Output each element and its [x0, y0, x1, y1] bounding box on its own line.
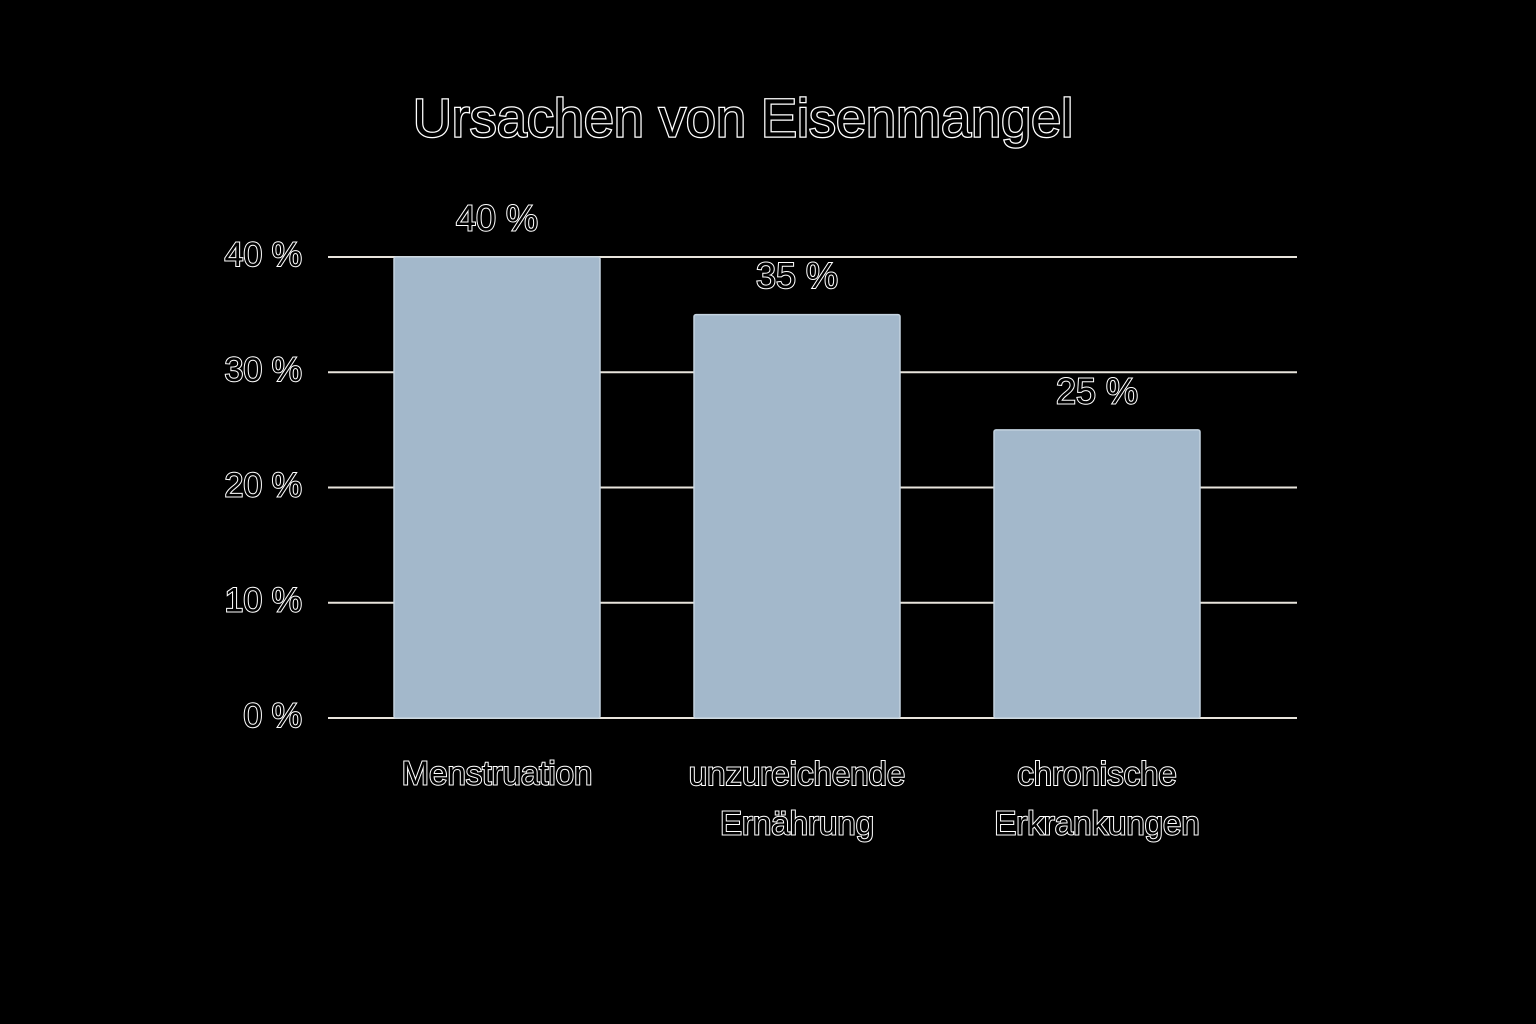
value-label: 35 % — [756, 255, 838, 296]
bar — [393, 256, 601, 719]
value-label: 40 % — [456, 198, 538, 239]
y-tick-label: 30 % — [225, 351, 303, 389]
y-tick-label: 0 % — [243, 697, 302, 735]
y-tick-label: 20 % — [225, 466, 303, 504]
chart-title: Ursachen von Eisenmangel — [413, 88, 1073, 148]
x-tick-label: chronische Erkrankungen — [994, 755, 1199, 842]
bar — [693, 313, 901, 719]
y-tick-label: 40 % — [225, 236, 303, 274]
value-label: 25 % — [1056, 370, 1138, 411]
bar — [993, 429, 1201, 719]
x-tick-label: unzureichende Ernährung — [689, 755, 906, 842]
x-tick-label: Menstruation — [402, 755, 593, 792]
y-tick-label: 10 % — [225, 582, 303, 620]
